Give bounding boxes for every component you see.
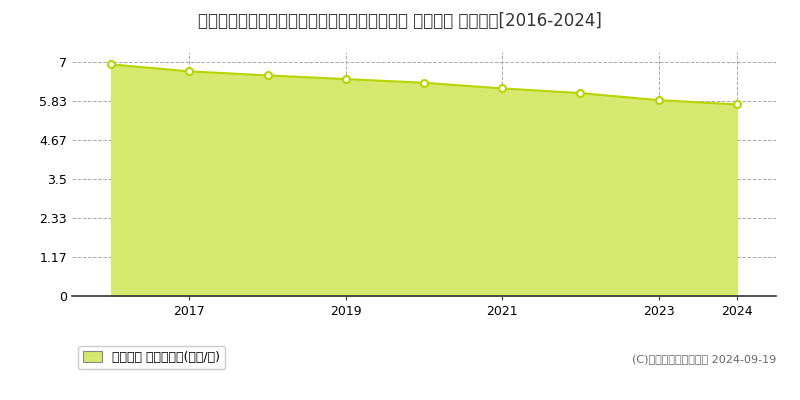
Text: 栃木県栃木市西方町金崎字木ノ下２８８番１外 公示地価 地価推移[2016-2024]: 栃木県栃木市西方町金崎字木ノ下２８８番１外 公示地価 地価推移[2016-202… [198, 12, 602, 30]
Legend: 公示地価 平均坪単価(万円/坪): 公示地価 平均坪単価(万円/坪) [78, 346, 225, 369]
Text: (C)土地価格ドットコム 2024-09-19: (C)土地価格ドットコム 2024-09-19 [632, 354, 776, 364]
